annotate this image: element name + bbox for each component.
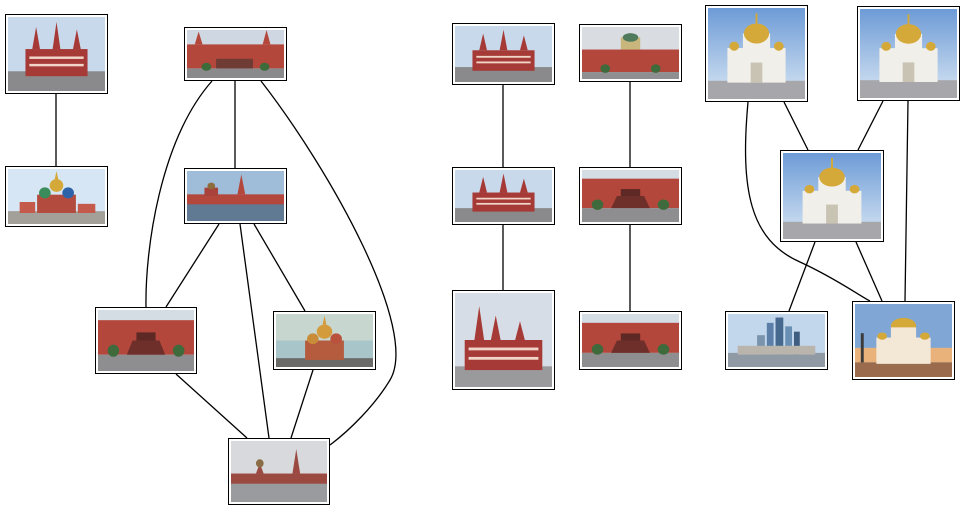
graph-node-n17[interactable] <box>725 311 828 370</box>
graph-node-n8[interactable] <box>452 23 555 85</box>
edge-n4-n6 <box>253 223 306 312</box>
kremlin-wall-mausoleum-icon <box>187 30 284 78</box>
red-square-overcast-icon <box>231 441 327 502</box>
st-basils-cathedral-icon <box>8 169 105 224</box>
graph-node-n13[interactable] <box>579 311 682 370</box>
graph-node-n6[interactable] <box>273 311 376 370</box>
state-history-museum-icon <box>455 26 552 82</box>
graph-node-n15[interactable] <box>857 6 960 101</box>
edge-n14-n16 <box>783 101 809 151</box>
graph-node-n4[interactable] <box>184 168 287 224</box>
christ-the-saviour-cathedral-icon <box>783 153 881 239</box>
graph-node-n1[interactable] <box>5 14 108 94</box>
graph-node-n12[interactable] <box>579 167 682 225</box>
graph-node-n14[interactable] <box>705 5 808 102</box>
state-history-museum-icon <box>8 17 105 91</box>
christ-the-saviour-cathedral-icon <box>708 8 805 99</box>
christ-the-saviour-sunset-icon <box>855 304 952 377</box>
red-square-spasskaya-icon <box>187 171 284 221</box>
graph-node-n9[interactable] <box>452 167 555 225</box>
edge-n4-n7 <box>239 223 270 439</box>
edge-n15-n16 <box>857 100 884 151</box>
edge-n6-n7 <box>290 369 314 439</box>
lenin-mausoleum-icon <box>582 170 679 222</box>
graph-node-n2[interactable] <box>5 166 108 227</box>
edge-n5-n7 <box>175 373 248 439</box>
graph-node-n11[interactable] <box>579 24 682 82</box>
lenin-mausoleum-icon <box>582 314 679 367</box>
graph-node-n10[interactable] <box>452 290 555 390</box>
lenin-mausoleum-icon <box>98 310 194 371</box>
state-history-museum-icon <box>455 170 552 222</box>
graph-node-n18[interactable] <box>852 301 955 380</box>
moscow-city-skyline-icon <box>728 314 825 367</box>
graph-node-n3[interactable] <box>184 27 287 81</box>
edge-n14-n18 <box>744 101 871 302</box>
state-history-museum-aerial-icon <box>455 293 552 387</box>
edge-n15-n18 <box>904 100 909 302</box>
st-basils-dusk-icon <box>276 314 373 367</box>
graph-node-n7[interactable] <box>228 438 330 505</box>
edge-n3-n5 <box>145 80 213 308</box>
edge-n16-n18 <box>855 241 883 302</box>
senate-palace-wall-icon <box>582 27 679 79</box>
edge-n16-n17 <box>788 241 816 312</box>
graph-node-n16[interactable] <box>780 150 884 242</box>
graph-node-n5[interactable] <box>95 307 197 374</box>
edge-n3-n7 <box>260 80 397 446</box>
edge-n4-n5 <box>165 223 220 308</box>
christ-the-saviour-cathedral-icon <box>860 9 957 98</box>
